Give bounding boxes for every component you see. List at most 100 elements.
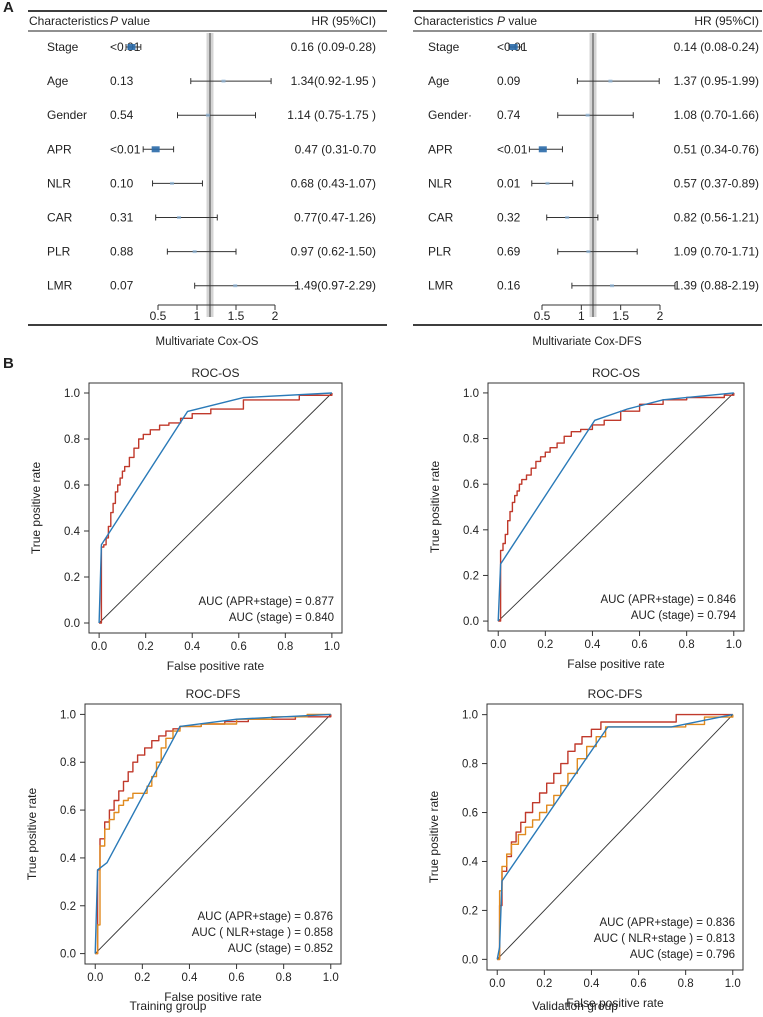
row-p-value: 0.69: [497, 245, 521, 259]
y-axis-label: True positive rate: [427, 791, 441, 884]
roc-frame: [84, 703, 342, 965]
roc-frame: [88, 382, 343, 634]
roc-series-blue: [98, 392, 332, 624]
forest-row-age: Age 0.09 1.37 (0.95-1.99): [428, 74, 759, 88]
row-hr-text: 0.16 (0.09-0.28): [291, 40, 376, 54]
legend-entry-blue: AUC (stage) = 0.796: [630, 949, 735, 961]
y-tick-label: 0.2: [462, 905, 478, 917]
y-tick-label: 0.6: [462, 808, 478, 820]
roc-diagonal: [496, 714, 734, 960]
x-tick-label: 0.2: [138, 641, 154, 653]
x-tick-label: 0.0: [490, 639, 506, 651]
forest-tick-label: 2: [272, 309, 279, 323]
hr-point: [192, 250, 197, 254]
forest-caption: Multivariate Cox-DFS: [532, 336, 642, 348]
row-name: APR: [428, 142, 453, 156]
row-name: Stage: [47, 40, 79, 54]
hr-point: [509, 44, 518, 50]
y-tick-label: 1.0: [463, 388, 479, 400]
legend-entry-orange: AUC ( NLR+stage ) = 0.858: [192, 927, 333, 939]
header-p-value: P value: [110, 14, 150, 28]
row-hr-text: 0.68 (0.43-1.07): [291, 176, 376, 190]
x-tick-label: 0.0: [87, 972, 103, 984]
y-tick-label: 0.6: [60, 805, 76, 817]
row-name: NLR: [47, 176, 71, 190]
x-axis-label: False positive rate: [167, 659, 265, 673]
forest-row-apr: APR <0.01 0.47 (0.31-0.70: [47, 142, 376, 156]
y-tick-label: 0.0: [462, 954, 478, 966]
hr-point: [205, 113, 210, 117]
hr-point: [538, 146, 547, 153]
x-tick-label: 0.8: [276, 972, 292, 984]
y-tick-label: 0.4: [64, 526, 81, 538]
row-name: PLR: [428, 245, 452, 259]
y-axis-label: True positive rate: [29, 462, 43, 555]
hr-point: [233, 284, 238, 288]
row-name: Gender·: [428, 108, 472, 122]
forest-row-age: Age 0.13 1.34(0.92-1.95 ): [47, 74, 376, 88]
forest-row-gender: Gender· 0.74 1.08 (0.70-1.66): [428, 108, 759, 122]
header-hr: HR (95%CI): [311, 14, 376, 28]
roc-chart-1: ROC-OS 0.0 0.0 0.2 0.2 0.4 0.4 0.6 0.6 0.8 0.8 1.0 1…: [29, 366, 343, 673]
row-name: Stage: [428, 40, 460, 54]
forest-row-gender: Gender 0.54 1.14 (0.75-1.75 ): [47, 108, 376, 122]
legend-entry-orange: AUC ( NLR+stage ) = 0.813: [594, 933, 735, 945]
y-tick-label: 0.8: [60, 757, 76, 769]
forest-row-stage: Stage<0.010.14 (0.08-0.24): [428, 40, 759, 54]
roc-frame: [486, 703, 744, 971]
row-hr-text: 1.39 (0.88-2.19): [674, 279, 759, 293]
x-axis-label: False positive rate: [566, 996, 664, 1010]
row-p-value: 0.74: [497, 108, 521, 122]
x-tick-label: 0.6: [632, 639, 648, 651]
y-axis-label: True positive rate: [428, 461, 442, 554]
hr-point: [586, 250, 591, 254]
x-tick-label: 0.4: [184, 641, 201, 653]
y-tick-label: 0.0: [60, 949, 76, 961]
forest-row-car: CAR 0.31 0.77(0.47-1.26): [47, 211, 376, 225]
row-name: APR: [47, 142, 72, 156]
row-hr-text: 1.49(0.97-2.29): [294, 279, 376, 293]
row-p-value: 0.88: [110, 245, 134, 259]
y-tick-label: 0.4: [463, 525, 480, 537]
hr-point: [177, 216, 182, 219]
row-name: Gender: [47, 108, 87, 122]
roc-frame: [487, 382, 745, 632]
row-p-value: <0.01: [110, 142, 141, 156]
forest-row-car: CAR 0.32 0.82 (0.56-1.21): [428, 211, 759, 225]
forest-tick-label: 0.5: [150, 309, 167, 323]
row-name: PLR: [47, 245, 71, 259]
hr-point: [565, 216, 570, 219]
legend-entry-blue: AUC (stage) = 0.794: [631, 610, 737, 622]
row-hr-text: 1.09 (0.70-1.71): [674, 245, 759, 259]
hr-point: [221, 79, 226, 83]
legend-entry-red: AUC (APR+stage) = 0.877: [198, 596, 334, 608]
row-name: Age: [47, 74, 69, 88]
legend-entry-red: AUC (APR+stage) = 0.876: [197, 911, 333, 923]
y-tick-label: 0.0: [64, 618, 80, 630]
legend-entry-red: AUC (APR+stage) = 0.836: [599, 917, 735, 929]
y-tick-label: 0.8: [462, 759, 478, 771]
y-tick-label: 0.8: [64, 434, 80, 446]
row-hr-text: 0.82 (0.56-1.21): [674, 211, 759, 225]
row-p-value: 0.16: [497, 279, 521, 293]
row-name: LMR: [428, 279, 454, 293]
hr-point: [608, 79, 613, 83]
roc-title: ROC-OS: [592, 366, 640, 380]
hr-point: [127, 44, 136, 50]
x-tick-label: 1.0: [324, 641, 340, 653]
forest-row-nlr: NLR 0.10 0.68 (0.43-1.07): [47, 176, 376, 190]
roc-series-blue: [497, 392, 734, 622]
forest-tick-label: 1: [578, 309, 585, 323]
row-hr-text: 0.51 (0.34-0.76): [674, 142, 759, 156]
header-p-value: P value: [497, 14, 537, 28]
hr-point: [151, 146, 160, 153]
y-tick-label: 0.6: [64, 480, 80, 492]
roc-diagonal: [497, 392, 735, 622]
header-characteristics: Characteristics: [29, 14, 108, 28]
row-p-value: 0.31: [110, 211, 134, 225]
panel-a-label: A: [3, 0, 14, 16]
x-axis-label: False positive rate: [567, 657, 665, 671]
forest-plot-os: Characteristics P value HR (95%CI) Stage <0.…: [28, 10, 387, 348]
